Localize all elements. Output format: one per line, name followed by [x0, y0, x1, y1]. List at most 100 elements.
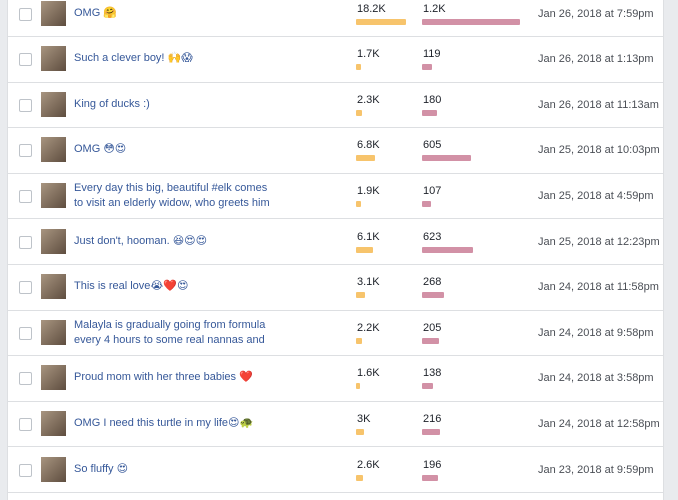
engagement-bar	[422, 109, 437, 116]
post-row[interactable]: Proud mom with her three babies ❤️ 1.6K 13…	[8, 356, 663, 402]
post-title[interactable]: OMG 🤗	[74, 6, 118, 19]
reach-bar	[356, 292, 365, 299]
thumbnail	[41, 91, 66, 117]
engagement-bar	[422, 383, 434, 390]
checkbox[interactable]	[19, 326, 32, 340]
post-date: Jan 24, 2018 at 3:58pm	[538, 372, 654, 385]
post-title[interactable]: OMG 😳😍	[74, 143, 127, 156]
reach-value: 1.7K	[357, 48, 380, 61]
engagement-value: 605	[423, 139, 442, 152]
post-title[interactable]: King of ducks :)	[74, 97, 150, 110]
thumbnail	[41, 0, 66, 26]
engagement-bar	[422, 246, 473, 253]
post-title[interactable]: OMG I need this turtle in my life😍🐢	[74, 416, 254, 429]
post-title[interactable]: So fluffy 😍	[74, 462, 129, 475]
reach-value: 2.3K	[357, 93, 380, 106]
engagement-bar	[422, 155, 472, 162]
post-title[interactable]: Malayla is gradually going from formula	[74, 318, 266, 331]
reach-bar	[356, 109, 363, 116]
post-date: Jan 24, 2018 at 12:58pm	[538, 417, 660, 430]
engagement-value: 205	[423, 321, 442, 334]
thumbnail	[41, 319, 66, 345]
post-title[interactable]: every 4 hours to some real nannas and	[74, 333, 265, 346]
checkbox[interactable]	[19, 235, 32, 249]
post-date: Jan 25, 2018 at 12:23pm	[538, 235, 660, 248]
reach-bar	[356, 155, 375, 162]
post-row[interactable]: Just don't, hooman. 😆😍😍 6.1K 623 Jan 25, 20…	[8, 219, 663, 265]
engagement-bar	[422, 337, 439, 344]
reach-bar	[356, 200, 362, 207]
reach-bar	[356, 246, 373, 253]
thumbnail	[41, 410, 66, 436]
post-date: Jan 26, 2018 at 1:13pm	[538, 53, 654, 66]
engagement-value: 216	[423, 412, 442, 425]
thumbnail	[41, 182, 66, 208]
checkbox[interactable]	[19, 372, 32, 386]
engagement-value: 138	[423, 367, 442, 380]
post-title[interactable]: Just don't, hooman. 😆😍😍	[74, 234, 208, 247]
engagement-bar	[422, 18, 520, 25]
engagement-value: 119	[423, 48, 441, 61]
checkbox[interactable]	[19, 281, 32, 295]
post-row[interactable]: OMG I need this turtle in my life😍🐢 3K 216…	[8, 401, 663, 448]
engagement-bar	[422, 200, 431, 207]
post-title[interactable]: Proud mom with her three babies ❤️	[74, 371, 253, 384]
engagement-bar	[422, 64, 432, 71]
checkbox[interactable]	[19, 144, 32, 158]
post-date: Jan 24, 2018 at 9:58pm	[538, 326, 654, 339]
reach-value: 1.6K	[357, 367, 380, 380]
post-title[interactable]: This is real love😭❤️😍	[74, 280, 189, 293]
reach-value: 18.2K	[357, 2, 386, 15]
post-date: Jan 24, 2018 at 11:58pm	[538, 281, 659, 294]
reach-value: 3.1K	[357, 276, 380, 289]
reach-bar	[356, 337, 363, 344]
post-date: Jan 25, 2018 at 10:03pm	[538, 144, 660, 157]
post-row[interactable]: OMG 😳😍 6.8K 605 Jan 25, 2018 at 10:03pm	[8, 128, 663, 174]
post-row[interactable]: Every day this big, beautiful #elk comes…	[8, 173, 663, 220]
reach-value: 2.6K	[357, 458, 380, 471]
reach-bar	[356, 383, 361, 390]
engagement-value: 180	[423, 93, 442, 106]
post-date: Jan 23, 2018 at 9:59pm	[538, 463, 654, 476]
engagement-bar	[422, 428, 440, 435]
thumbnail	[41, 456, 66, 482]
engagement-value: 107	[423, 184, 442, 197]
post-row[interactable]: Such a clever boy! 🙌😱 1.7K 119 Jan 26, 2018…	[8, 37, 663, 83]
checkbox[interactable]	[19, 98, 32, 112]
thumbnail	[41, 228, 66, 254]
reach-bar	[356, 18, 406, 25]
engagement-bar	[422, 292, 444, 299]
engagement-bar	[422, 474, 438, 481]
thumbnail	[41, 46, 66, 72]
post-row[interactable]: King of ducks :) 2.3K 180 Jan 26, 2018 at 1…	[8, 82, 663, 129]
post-date: Jan 26, 2018 at 11:13am	[538, 98, 659, 111]
reach-bar	[356, 64, 361, 71]
post-table: OMG 🤗 18.2K 1.2K Jan 26, 2018 at 7:59pm Such…	[7, 0, 664, 500]
engagement-value: 268	[423, 276, 442, 289]
reach-value: 6.8K	[357, 139, 380, 152]
post-title[interactable]: Such a clever boy! 🙌😱	[74, 52, 193, 65]
engagement-value: 1.2K	[423, 2, 446, 15]
post-row[interactable]: So fluffy 😍 2.6K 196 Jan 23, 2018 at 9:59pm	[8, 447, 663, 493]
reach-value: 6.1K	[357, 230, 380, 243]
post-row[interactable]: OMG 🤗 18.2K 1.2K Jan 26, 2018 at 7:59pm	[8, 0, 663, 37]
reach-bar	[356, 474, 364, 481]
thumbnail	[41, 365, 66, 391]
post-title[interactable]: to visit an elderly widow, who greets hi…	[74, 196, 270, 209]
checkbox[interactable]	[19, 463, 32, 477]
thumbnail	[41, 274, 66, 300]
checkbox[interactable]	[19, 189, 32, 203]
reach-value: 1.9K	[357, 184, 380, 197]
engagement-value: 623	[423, 230, 442, 243]
post-title[interactable]: Every day this big, beautiful #elk comes	[74, 181, 268, 194]
reach-bar	[356, 428, 365, 435]
post-date: Jan 26, 2018 at 7:59pm	[538, 7, 654, 20]
checkbox[interactable]	[19, 417, 32, 431]
reach-value: 2.2K	[357, 321, 380, 334]
checkbox[interactable]	[19, 7, 32, 21]
post-row[interactable]: This is real love😭❤️😍 3.1K 268 Jan 24, 2018…	[8, 265, 663, 311]
checkbox[interactable]	[19, 53, 32, 67]
post-date: Jan 25, 2018 at 4:59pm	[538, 189, 654, 202]
post-row[interactable]: Malayla is gradually going from formula e…	[8, 310, 663, 357]
